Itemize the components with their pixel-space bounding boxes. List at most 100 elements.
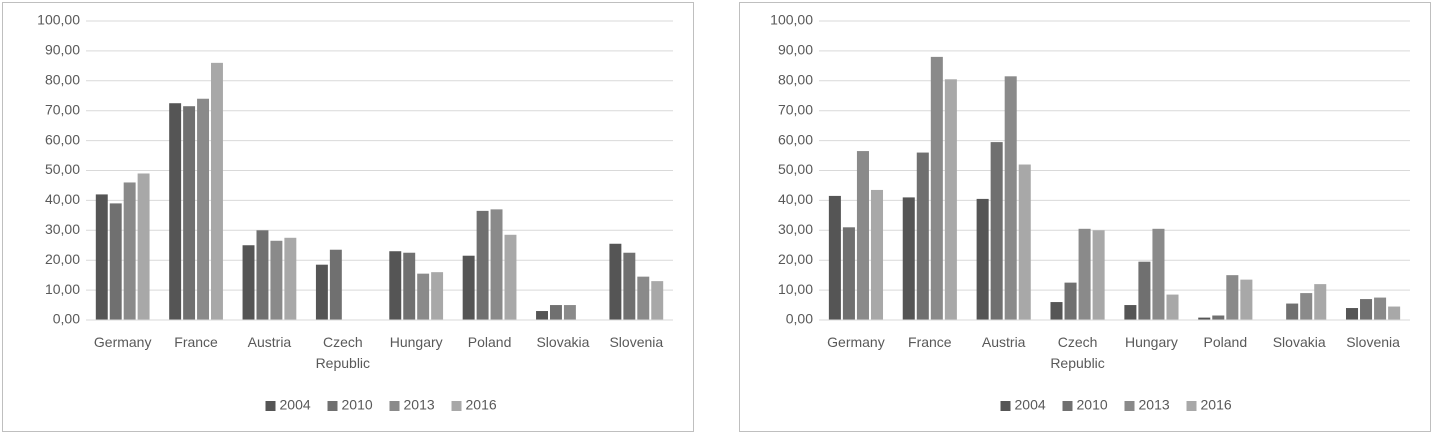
bar [1064, 282, 1077, 320]
legend-label: 2010 [1077, 397, 1108, 413]
y-tick-label: 40,00 [45, 191, 80, 207]
legend-label: 2013 [1139, 397, 1170, 413]
x-tick-label: Hungary [389, 334, 443, 350]
bar [944, 79, 957, 321]
legend-swatch [1124, 401, 1135, 411]
bar [329, 249, 342, 320]
bar [1092, 230, 1105, 320]
y-tick-label: 100,00 [37, 12, 80, 28]
y-tick-label: 90,00 [778, 42, 813, 58]
bar [183, 106, 196, 320]
chart-panel: 0,00 10,00 20,00 30,00 40,00 50,00 60,00 70,00 8… [2, 2, 694, 432]
bar [403, 252, 416, 320]
bar [137, 173, 150, 320]
bar [242, 245, 255, 320]
bar [417, 273, 430, 320]
bar [1388, 306, 1401, 320]
bar [476, 210, 489, 320]
bar [916, 152, 929, 320]
y-tick-label: 30,00 [45, 221, 80, 237]
bar [1018, 164, 1031, 320]
bar [256, 230, 269, 320]
bar [462, 255, 475, 320]
legend-label: 2010 [342, 397, 373, 413]
y-tick-label: 90,00 [45, 42, 80, 58]
chart-panel: 0,00 10,00 20,00 30,00 40,00 50,00 60,00 70,00 8… [739, 2, 1431, 432]
bar [930, 56, 943, 320]
y-tick-label: 70,00 [778, 101, 813, 117]
y-tick-label: 10,00 [778, 281, 813, 297]
legend-swatch [327, 401, 338, 411]
legend-label: 2013 [404, 397, 435, 413]
x-tick-label: Hungary [1124, 334, 1178, 350]
y-tick-label: 0,00 [53, 311, 80, 327]
bar [623, 252, 636, 320]
bar [431, 272, 444, 320]
y-tick-label: 60,00 [778, 131, 813, 147]
bar [284, 237, 297, 320]
bar [109, 203, 122, 320]
bar [902, 197, 915, 320]
bar [1226, 275, 1239, 320]
legend-swatch [1000, 401, 1011, 411]
bar [169, 103, 182, 320]
bar [1314, 284, 1327, 320]
bar [389, 251, 402, 320]
chart: 0,00 10,00 20,00 30,00 40,00 50,00 60,00 70,00 8… [37, 12, 673, 413]
legend-swatch [451, 401, 462, 411]
y-tick-label: 20,00 [778, 251, 813, 267]
y-tick-label: 30,00 [778, 221, 813, 237]
bar [549, 305, 562, 320]
bar [1004, 76, 1017, 320]
chart: 0,00 10,00 20,00 30,00 40,00 50,00 60,00 70,00 8… [770, 12, 1410, 413]
bar [563, 305, 576, 320]
y-tick-label: 20,00 [45, 251, 80, 267]
legend-swatch [265, 401, 276, 411]
bar [1212, 315, 1225, 320]
bar [1050, 302, 1063, 320]
y-tick-label: 100,00 [770, 12, 813, 28]
bar [1286, 303, 1299, 320]
legend-label: 2016 [1201, 397, 1232, 413]
x-tick-label: Czech Republic [1050, 334, 1105, 371]
x-tick-label: Slovakia [536, 334, 590, 350]
x-tick-label: Slovakia [1272, 334, 1326, 350]
bar [1138, 261, 1151, 320]
y-tick-label: 10,00 [45, 281, 80, 297]
bar [123, 182, 136, 320]
bar [651, 281, 664, 320]
y-tick-label: 50,00 [45, 161, 80, 177]
bar [856, 151, 869, 320]
x-tick-label: France [174, 334, 218, 350]
legend-label: 2016 [466, 397, 497, 413]
legend-swatch [1186, 401, 1197, 411]
legend-swatch [389, 401, 400, 411]
y-tick-label: 0,00 [786, 311, 813, 327]
x-tick-label: Germany [827, 334, 885, 350]
bar [1360, 299, 1373, 320]
x-tick-label: Slovenia [1346, 334, 1400, 350]
bar [870, 189, 884, 320]
x-tick-label: Austria [981, 334, 1026, 350]
bar [1078, 228, 1091, 320]
bar [1152, 228, 1165, 320]
bar [1166, 294, 1179, 320]
bar [315, 264, 328, 320]
bar [976, 198, 989, 320]
legend-label: 2004 [280, 397, 311, 413]
y-tick-label: 70,00 [45, 101, 80, 117]
x-tick-label: Austria [247, 334, 292, 350]
legend-label: 2004 [1015, 397, 1046, 413]
x-tick-label: Czech Republic [315, 334, 371, 371]
bar [1300, 293, 1313, 320]
bar [95, 194, 108, 320]
y-tick-label: 50,00 [778, 161, 813, 177]
y-tick-label: 80,00 [45, 72, 80, 88]
bar [1240, 279, 1253, 320]
x-tick-label: Slovenia [609, 334, 664, 350]
y-tick-label: 60,00 [45, 131, 80, 147]
bar [1374, 297, 1387, 320]
y-tick-label: 80,00 [778, 72, 813, 88]
bar [842, 227, 855, 320]
bar [490, 209, 503, 320]
